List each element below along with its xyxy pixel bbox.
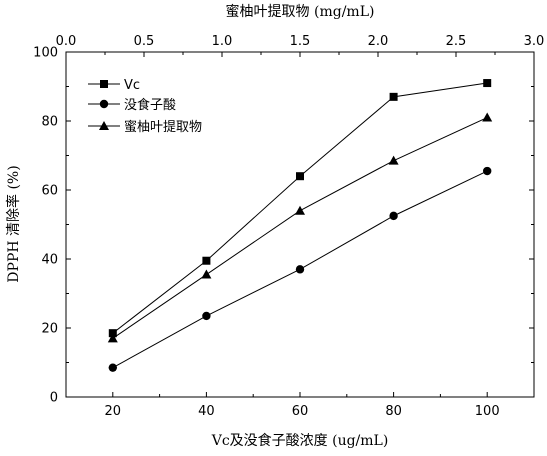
x-tick-label: 20 <box>105 404 122 419</box>
data-point <box>108 329 117 338</box>
x2-tick-label: 1.5 <box>290 34 311 49</box>
data-point <box>483 79 492 88</box>
legend-item: 没食子酸 <box>88 97 176 113</box>
data-point <box>388 155 399 165</box>
y-tick-label: 100 <box>33 46 58 61</box>
x2-axis-title: 蜜柚叶提取物 (mg/mL) <box>226 4 375 20</box>
y-tick-label: 0 <box>50 391 58 406</box>
data-point <box>483 166 492 176</box>
x2-tick-label: 1.0 <box>212 34 233 49</box>
y-axis-title: DPPH 清除率 (%) <box>5 165 22 282</box>
data-point <box>295 265 305 274</box>
data-point <box>201 269 212 279</box>
x2-tick-label: 3.0 <box>524 34 545 49</box>
x2-tick-label: 0.0 <box>56 34 77 49</box>
x-tick-label: 100 <box>475 404 500 419</box>
legend-label: 蜜柚叶提取物 <box>124 119 202 135</box>
legend-item: 蜜柚叶提取物 <box>88 119 202 135</box>
legend-marker <box>99 99 109 109</box>
legend-item: Vc <box>88 78 140 93</box>
y-tick-label: 60 <box>41 184 58 199</box>
data-point <box>482 112 493 122</box>
x2-tick-label: 2.5 <box>446 34 467 49</box>
series-3 <box>107 112 493 343</box>
series-line <box>112 117 488 339</box>
data-point <box>389 92 398 101</box>
data-point <box>107 333 118 343</box>
legend-label: 没食子酸 <box>124 97 176 113</box>
data-point <box>389 211 398 221</box>
x2-tick-label: 2.0 <box>368 34 389 49</box>
data-point <box>108 363 118 372</box>
y-tick-label: 20 <box>41 322 58 337</box>
y-tick-label: 80 <box>41 115 58 130</box>
x-axis-title: Vc及没食子酸浓度 (ug/mL) <box>211 432 389 449</box>
x-tick-label: 80 <box>385 404 402 419</box>
data-point <box>202 256 211 265</box>
series-1 <box>108 79 492 338</box>
x-tick-label: 40 <box>198 404 215 419</box>
legend-marker <box>99 121 109 130</box>
legend-marker <box>100 80 108 88</box>
data-point <box>295 205 305 215</box>
x-tick-label: 60 <box>292 404 309 419</box>
series-2 <box>108 166 492 372</box>
data-point <box>296 172 304 181</box>
data-point <box>202 311 211 321</box>
x2-tick-label: 0.5 <box>134 34 155 49</box>
y-tick-label: 40 <box>41 253 58 268</box>
legend-label: Vc <box>124 78 140 93</box>
